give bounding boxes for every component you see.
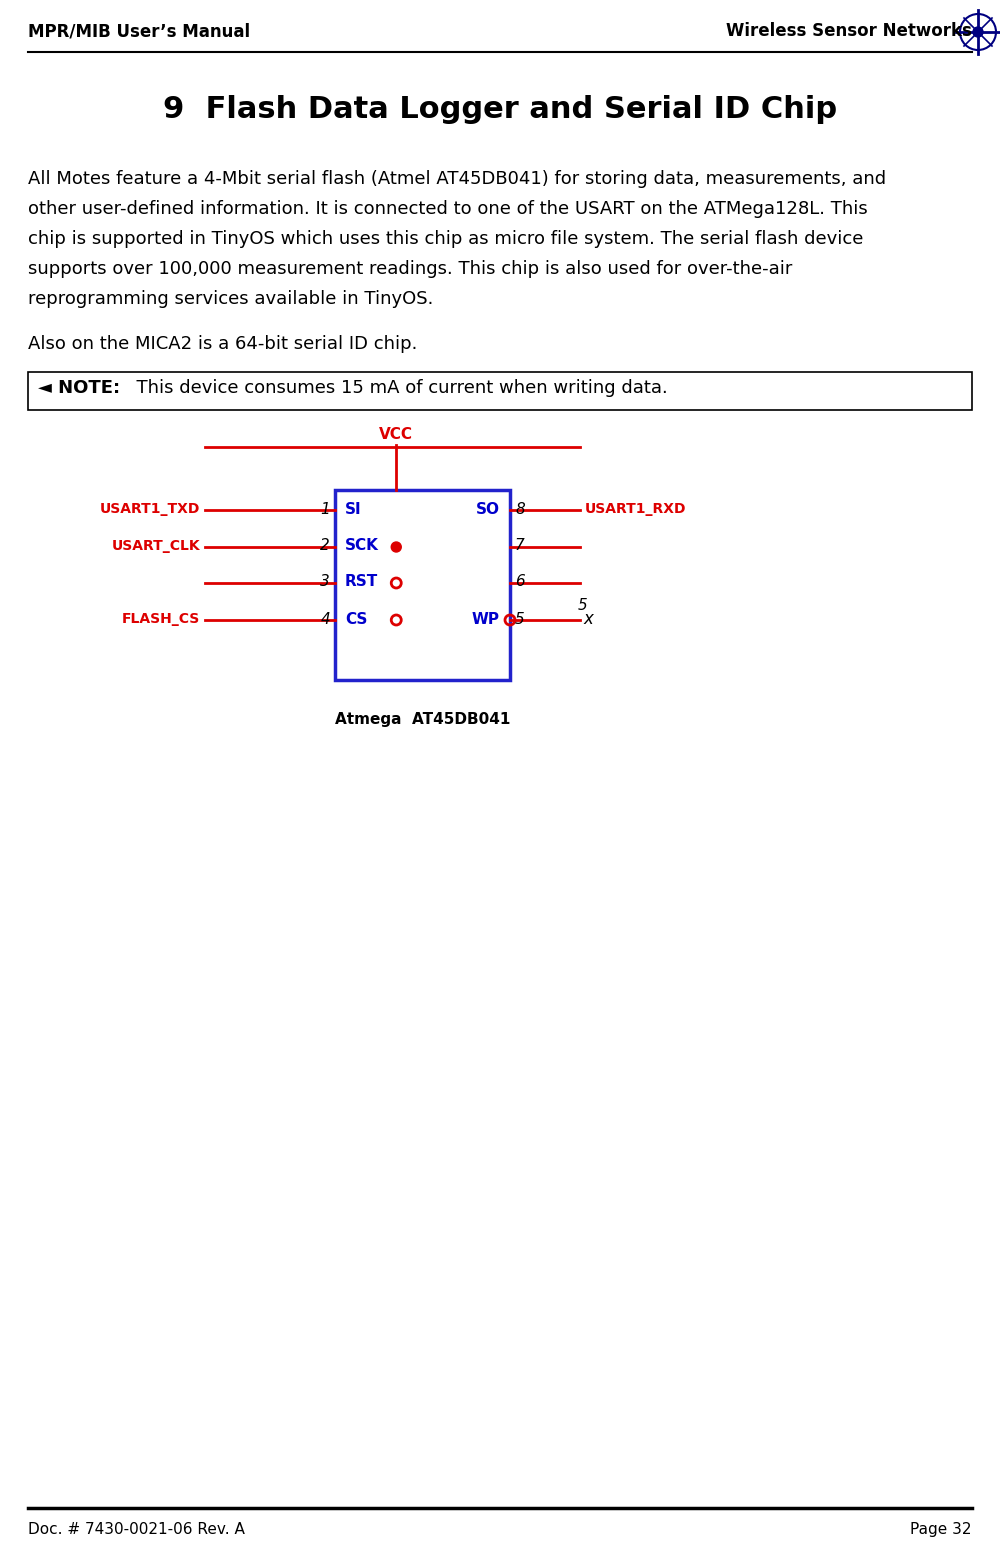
Text: 1: 1 (320, 502, 330, 517)
Text: 9  Flash Data Logger and Serial ID Chip: 9 Flash Data Logger and Serial ID Chip (163, 95, 837, 124)
Text: chip is supported in TinyOS which uses this chip as micro file system. The seria: chip is supported in TinyOS which uses t… (28, 230, 863, 248)
Text: USART1_RXD: USART1_RXD (585, 502, 686, 516)
Text: Also on the MICA2 is a 64-bit serial ID chip.: Also on the MICA2 is a 64-bit serial ID … (28, 335, 417, 353)
Text: 6: 6 (515, 575, 525, 590)
Text: CS: CS (345, 612, 367, 626)
Bar (28, 373, 972, 410)
Text: 5: 5 (578, 598, 588, 613)
Text: MPR/MIB User’s Manual: MPR/MIB User’s Manual (28, 22, 250, 40)
Text: 4: 4 (320, 612, 330, 626)
Text: Doc. # 7430-0021-06 Rev. A: Doc. # 7430-0021-06 Rev. A (28, 1522, 245, 1537)
Text: other user-defined information. It is connected to one of the USART on the ATMeg: other user-defined information. It is co… (28, 200, 868, 217)
Text: SO: SO (476, 502, 500, 517)
Text: FLASH_CS: FLASH_CS (122, 612, 200, 626)
Circle shape (973, 26, 983, 37)
Text: supports over 100,000 measurement readings. This chip is also used for over-the-: supports over 100,000 measurement readin… (28, 259, 792, 278)
Text: 8: 8 (515, 502, 525, 517)
Text: This device consumes 15 mA of current when writing data.: This device consumes 15 mA of current wh… (125, 379, 668, 398)
Text: VCC: VCC (379, 427, 413, 443)
Text: Wireless Sensor Networks: Wireless Sensor Networks (726, 22, 972, 40)
Text: Page 32: Page 32 (910, 1522, 972, 1537)
Text: reprogramming services available in TinyOS.: reprogramming services available in Tiny… (28, 290, 433, 307)
Circle shape (391, 542, 401, 551)
Text: SCK: SCK (345, 539, 379, 553)
Text: Atmega  AT45DB041: Atmega AT45DB041 (335, 711, 510, 727)
Text: 2: 2 (320, 539, 330, 553)
Text: 5: 5 (515, 612, 525, 626)
Text: SI: SI (345, 502, 362, 517)
Text: USART_CLK: USART_CLK (111, 539, 200, 553)
Bar (335, 491, 510, 680)
Text: x: x (583, 610, 593, 627)
Text: 7: 7 (515, 539, 525, 553)
Text: WP: WP (472, 612, 500, 626)
Text: All Motes feature a 4-Mbit serial flash (Atmel AT45DB041) for storing data, meas: All Motes feature a 4-Mbit serial flash … (28, 169, 886, 188)
Text: USART1_TXD: USART1_TXD (100, 502, 200, 516)
Text: 3: 3 (320, 575, 330, 590)
Text: RST: RST (345, 575, 378, 590)
Text: ◄ NOTE:: ◄ NOTE: (38, 379, 120, 398)
